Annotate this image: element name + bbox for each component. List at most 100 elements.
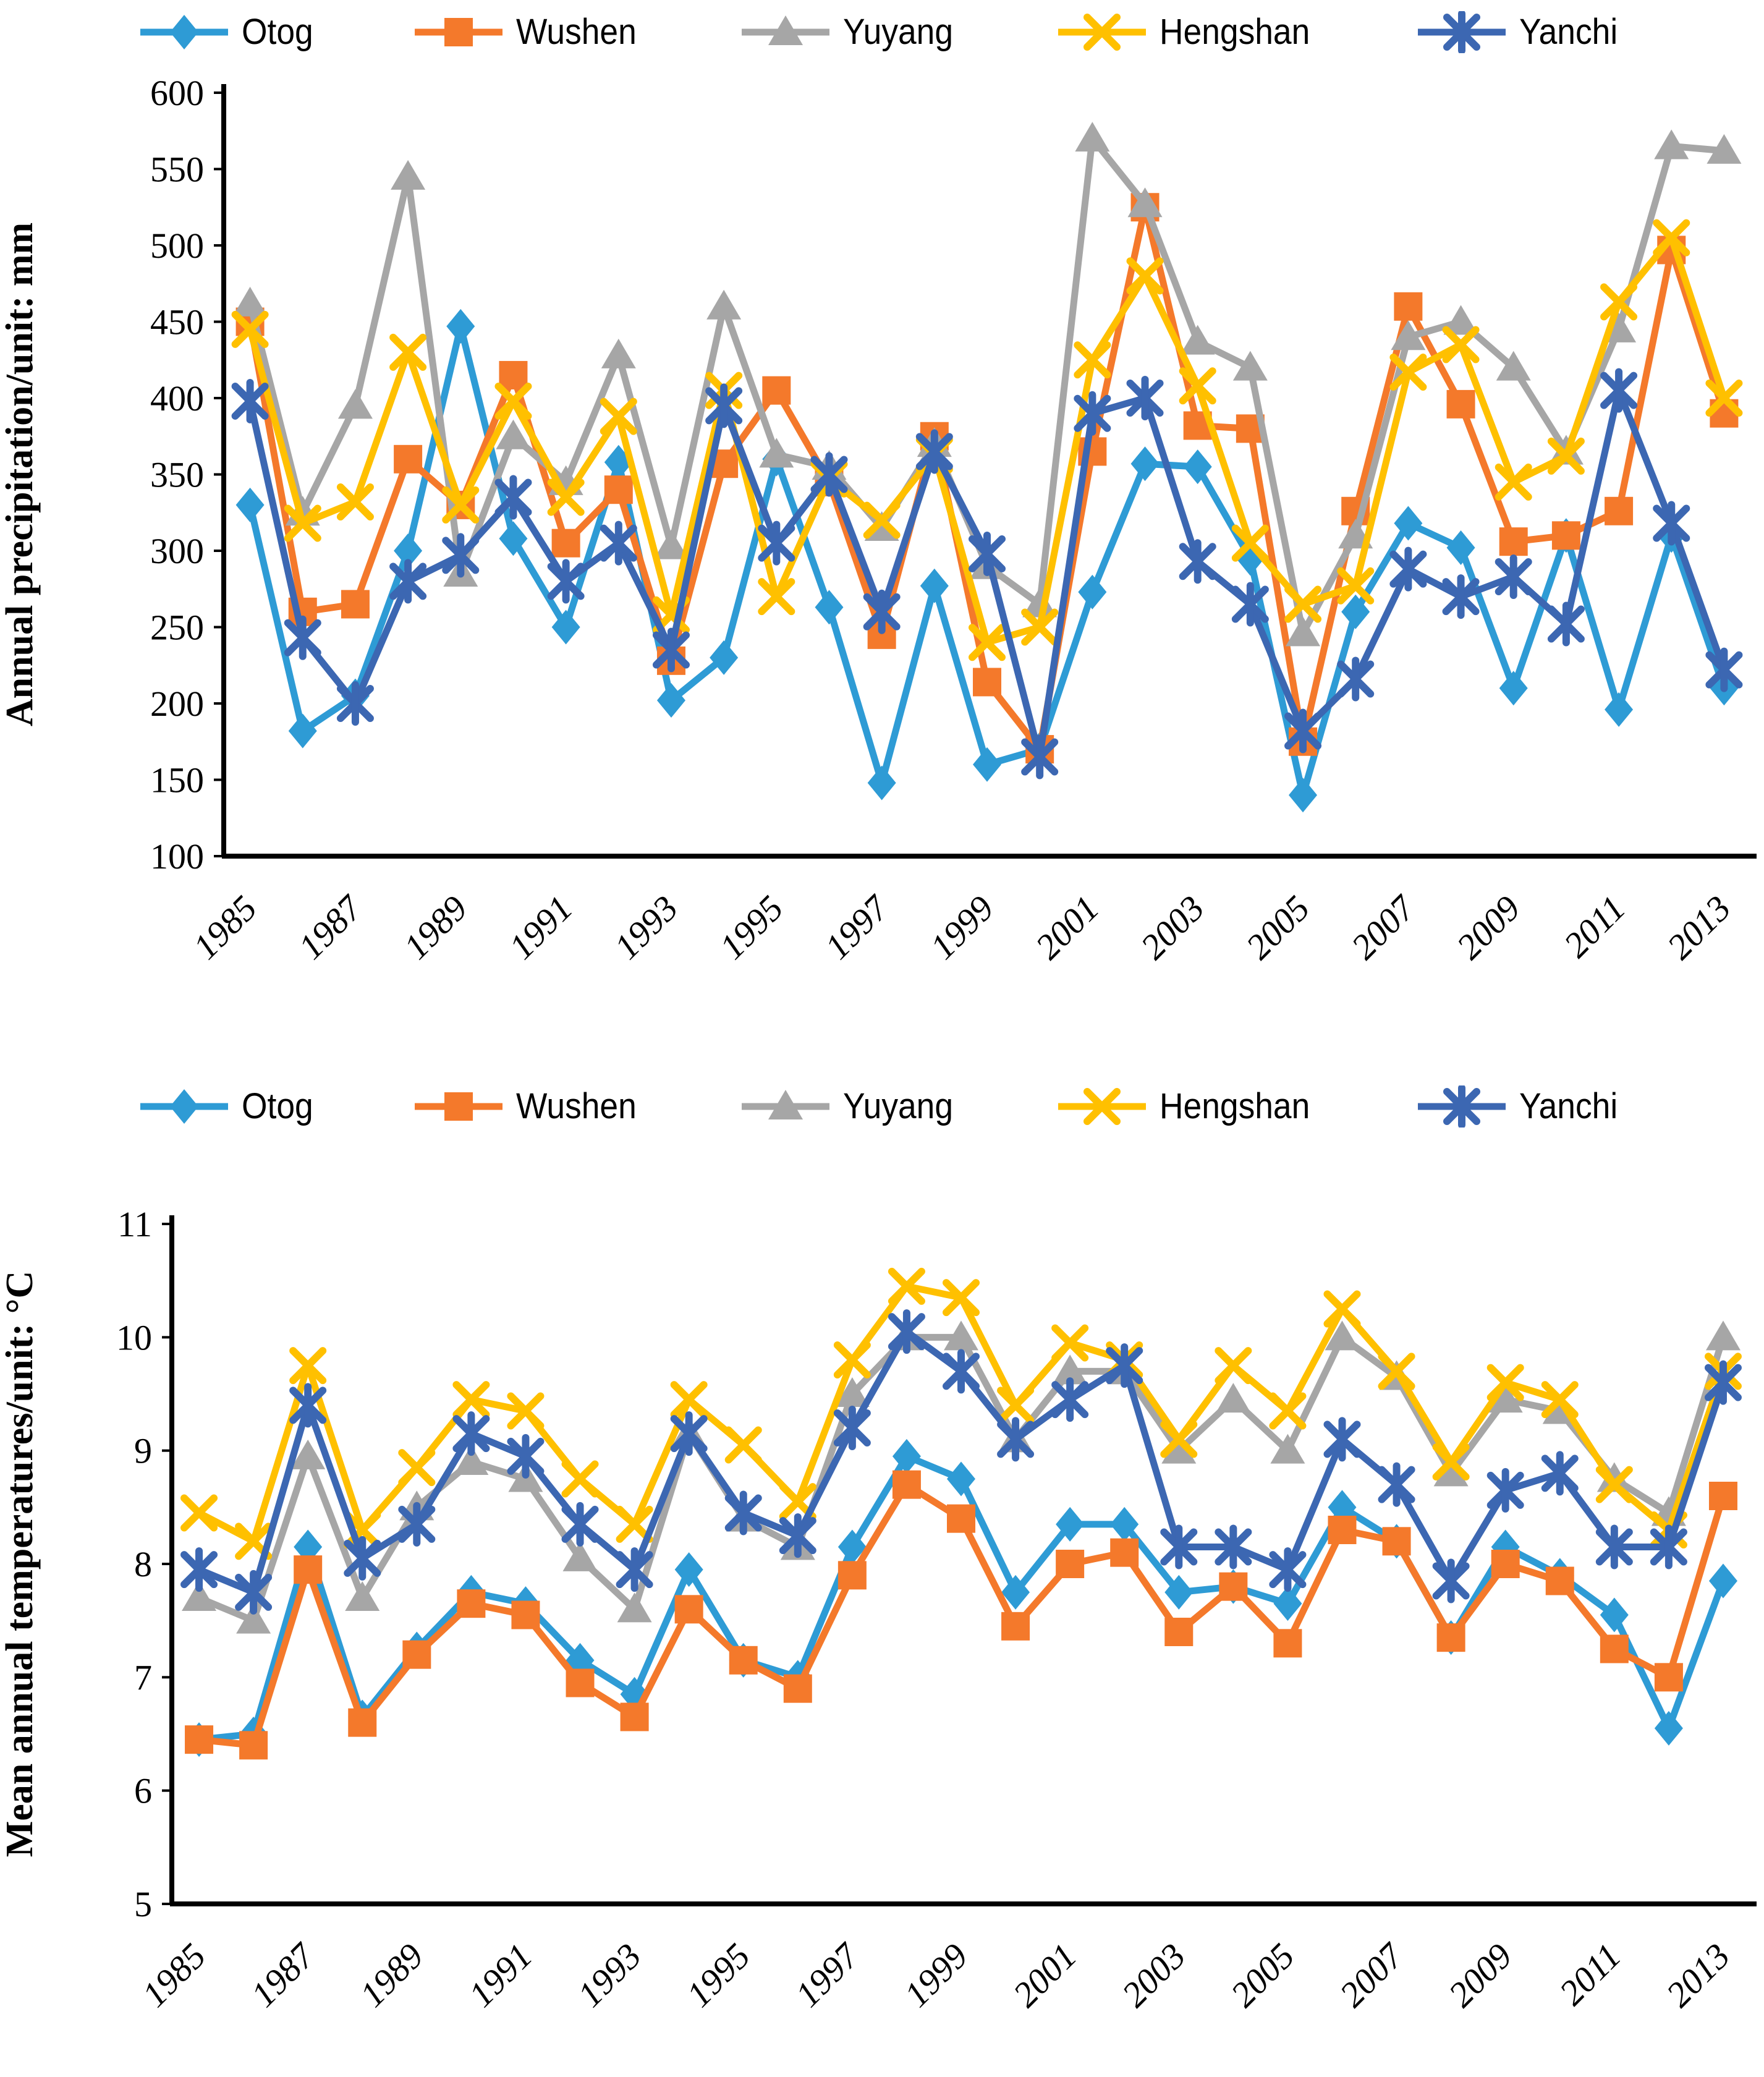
legend-marker-glyph [444,18,473,46]
data-point-yanchi [1021,734,1059,779]
data-point-yuyang [337,389,373,419]
data-point-yanchi [888,1309,925,1354]
data-point-hengshan [616,1505,653,1543]
data-point-yuyang [759,438,794,468]
x-axis-tick-label: 1997 [787,1935,867,2015]
data-point-wushen [1600,1634,1629,1663]
data-point-yanchi [1442,574,1480,619]
x-axis-tick-label: 1993 [570,1935,649,2015]
legend-marker-square-icon [414,18,502,46]
data-point-wushen [402,1640,431,1669]
legend-label: Otog [241,1086,313,1126]
legend-label: Wushen [515,12,637,52]
data-point-yanchi [507,1434,545,1479]
y-axis-tick-label: 10 [116,1317,152,1357]
data-point-wushen [1328,1516,1357,1544]
legend-marker-glyph [169,15,198,49]
data-point-yuyang [391,159,426,190]
data-point-yuyang [1075,122,1110,152]
x-axis-tick-label: 1991 [501,888,580,967]
data-point-otog [710,640,739,675]
data-point-yanchi [452,1411,490,1456]
data-point-hengshan [442,486,480,524]
data-point-yanchi [997,1417,1035,1462]
legend-marker-glyph [444,1092,473,1121]
data-point-otog [1273,1586,1302,1621]
data-point-otog [551,610,580,645]
data-point-wushen [1164,1618,1194,1646]
data-point-hengshan [724,1426,762,1464]
data-point-yuyang [1496,350,1531,381]
data-point-hengshan [758,578,795,616]
temperature-legend: Otog Wushen Yuyang Hengshan Yanchi [0,1085,1764,1128]
data-point-yanchi [652,627,690,673]
data-point-yanchi [779,1513,816,1558]
legend-label: Yuyang [843,1086,954,1126]
data-point-yuyang [1232,350,1268,381]
data-point-yanchi [1495,554,1532,599]
data-point-hengshan [1541,1381,1579,1419]
data-point-hengshan [494,382,532,420]
y-axis-tick-label: 7 [134,1657,152,1697]
data-point-yanchi [705,383,743,428]
data-point-yuyang [562,1541,598,1571]
data-point-yuyang [944,1320,978,1351]
data-point-hengshan [1378,1353,1415,1390]
y-axis-tick-label: 5 [134,1884,152,1924]
data-point-wushen [1382,1527,1411,1556]
data-point-hengshan [1160,1421,1198,1458]
data-point-hengshan [863,501,901,539]
data-point-hengshan [398,1449,436,1487]
data-point-otog [394,533,423,568]
legend-label: Yanchi [1519,1086,1618,1126]
legend-label: Hengshan [1159,12,1310,52]
data-point-hengshan [1215,1347,1252,1385]
data-point-yanchi [1600,368,1638,413]
data-point-wushen [239,1731,268,1760]
legend-marker-glyph [1443,1085,1481,1128]
data-point-otog [1654,1710,1683,1746]
data-point-yanchi [336,681,374,726]
data-point-yuyang [1597,1462,1632,1492]
x-axis-tick-label: 2011 [1551,1935,1629,2013]
x-axis-tick-label: 2009 [1449,888,1528,967]
data-point-hengshan [969,624,1006,661]
data-point-wushen [341,590,370,619]
data-point-hengshan [561,1460,599,1498]
data-point-otog [446,308,475,344]
data-point-hengshan [1051,1324,1089,1362]
data-point-otog [656,683,685,718]
data-point-wushen [551,529,580,558]
data-point-yanchi [1432,1558,1470,1603]
legend-marker-asterisk-icon [1418,1085,1506,1128]
legend-marker-triangle-icon [742,1090,830,1119]
legend-item-yanchi: Yanchi [1415,1085,1626,1128]
data-point-wushen [457,1589,486,1618]
legend-marker-glyph [1083,14,1121,51]
data-point-yuyang [1127,187,1163,218]
data-point-hengshan [289,1347,327,1385]
data-point-yanchi [180,1547,218,1592]
data-point-yuyang [454,1445,489,1475]
data-point-otog [1600,1597,1629,1633]
data-point-yuyang [1161,1434,1197,1464]
data-point-hengshan [1231,524,1269,562]
data-point-otog [920,568,949,603]
data-point-yuyang [1488,1383,1523,1413]
data-point-hengshan [180,1494,218,1532]
data-point-yuyang [1180,325,1215,355]
data-point-yuyang [496,419,531,449]
data-point-otog [1605,692,1634,727]
data-point-yuyang [1270,1434,1305,1464]
data-point-yanchi [724,1490,762,1535]
data-point-yanchi [442,533,480,578]
x-axis-tick-label: 2003 [1114,1935,1193,2015]
data-point-wushen [348,1708,377,1737]
legend-item-wushen: Wushen [412,11,647,53]
y-axis-title: Annual precipitation/unit: mm [0,223,41,726]
data-point-yanchi [289,1383,327,1428]
y-axis-tick-label: 200 [150,684,204,724]
y-axis-tick-label: 150 [150,760,204,801]
data-point-otog [1110,1506,1139,1542]
